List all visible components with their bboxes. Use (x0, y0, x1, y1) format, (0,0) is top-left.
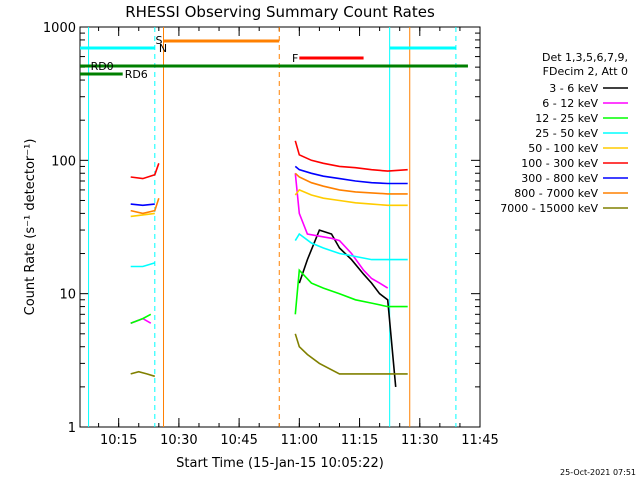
y-tick-labels: 1 10 100 1000 (43, 21, 76, 436)
series-4 (130, 188, 408, 218)
timestamp: 25-Oct-2021 07:51 (560, 468, 636, 477)
series-layer (130, 140, 408, 387)
series-line (130, 370, 156, 378)
legend-entry-label: 800 - 7000 keV (514, 187, 598, 200)
RD0-flag-label: RD0 (91, 60, 114, 73)
RD6-flag-label: RD6 (125, 68, 148, 81)
series-line (294, 333, 408, 375)
legend-entry-label: 12 - 25 keV (535, 112, 598, 125)
plot-frame (79, 26, 481, 428)
status-flags: SN F RD0 RD6 (80, 27, 468, 427)
legend-entry-label: 25 - 50 keV (535, 127, 598, 140)
series-line (294, 268, 408, 315)
series-line (130, 203, 155, 207)
legend-entry-label: 3 - 6 keV (549, 82, 598, 95)
y-tick-label: 100 (51, 154, 76, 169)
x-tick-labels: 10:15 10:30 10:45 11:00 11:15 11:30 11:45 (100, 433, 499, 448)
legend: Det 1,3,5,6,7,9,FDecim 2, Att 0 3 - 6 keV… (500, 51, 628, 215)
x-tick-label: 10:45 (220, 433, 257, 448)
series-line (130, 163, 160, 180)
axis-ticks (80, 26, 481, 428)
x-tick-label: 11:45 (461, 433, 498, 448)
series-1 (130, 173, 389, 324)
series-line (298, 229, 397, 387)
S-flag-label: S (155, 34, 162, 47)
series-6 (130, 165, 408, 207)
series-line (294, 140, 408, 172)
x-tick-label: 11:30 (401, 433, 438, 448)
x-tick-label: 10:15 (100, 433, 137, 448)
series-line (294, 165, 408, 185)
series-0 (298, 229, 397, 387)
F-flag-label: F (292, 52, 298, 65)
legend-entry-label: 300 - 800 keV (521, 172, 598, 185)
legend-header: FDecim 2, Att 0 (543, 65, 628, 78)
series-line (130, 212, 155, 218)
series-line (294, 232, 408, 261)
chart-title: RHESSI Observing Summary Count Rates (125, 3, 435, 21)
x-tick-label: 11:15 (341, 433, 378, 448)
series-2 (130, 268, 408, 324)
series-8 (130, 333, 408, 378)
x-axis-label: Start Time (15-Jan-15 10:05:22) (176, 456, 384, 471)
series-line (294, 172, 408, 195)
y-tick-label: 1 (68, 421, 76, 436)
y-tick-label: 1000 (43, 21, 76, 36)
series-line (294, 188, 408, 207)
series-3 (130, 232, 408, 268)
legend-header: Det 1,3,5,6,7,9, (542, 51, 628, 64)
legend-entry-label: 7000 - 15000 keV (500, 202, 598, 215)
series-5 (130, 140, 408, 180)
x-tick-label: 11:00 (281, 433, 318, 448)
N-flag-label: N (159, 42, 167, 55)
series-line (130, 262, 156, 268)
x-tick-label: 10:30 (160, 433, 197, 448)
series-7 (130, 172, 408, 215)
series-line (130, 197, 160, 215)
series-line (130, 313, 152, 324)
legend-entry-label: 6 - 12 keV (542, 97, 598, 110)
legend-entry-label: 50 - 100 keV (528, 142, 598, 155)
legend-entry-label: 100 - 300 keV (521, 157, 598, 170)
y-axis-label: Count Rate (s⁻¹ detector⁻¹) (23, 139, 38, 316)
y-tick-label: 10 (59, 288, 76, 303)
series-line (294, 173, 389, 289)
